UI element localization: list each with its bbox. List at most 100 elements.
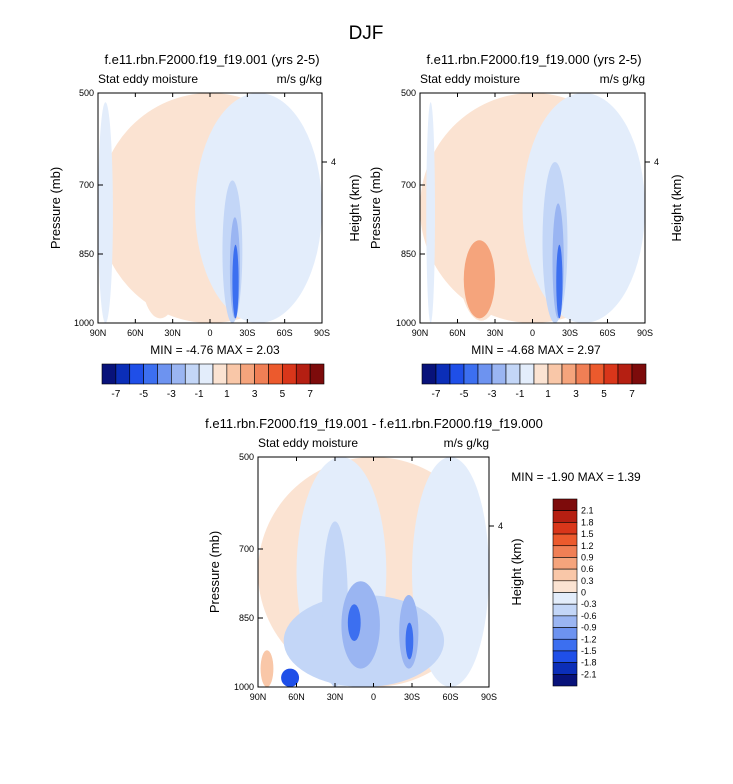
colorbar-swatch [552, 498, 578, 511]
x-tick-label: 30S [239, 328, 255, 338]
panel-bottom-difference: f.e11.rbn.F2000.f19_f19.001 - f.e11.rbn.… [205, 416, 641, 702]
x-tick-label: 0 [530, 328, 535, 338]
contour-region [98, 102, 113, 323]
x-tick-label: 30N [487, 328, 504, 338]
x-tick-label: 0 [207, 328, 212, 338]
colorbar-swatch [212, 363, 228, 385]
colorbar-swatch [171, 363, 186, 385]
colorbar-swatch [552, 627, 578, 640]
colorbar: -7 -5 -3 -1 1 3 5 7 [421, 363, 647, 400]
x-tick-label: 90S [481, 692, 497, 702]
colorbar: -7 -5 -3 -1 1 3 5 7 [101, 363, 325, 400]
panel-left-label: Stat eddy moisture [258, 436, 358, 450]
x-tick-label: 90N [412, 328, 429, 338]
panel-top-left: f.e11.rbn.F2000.f19_f19.001 (yrs 2-5) St… [48, 52, 362, 400]
colorbar-swatch [254, 363, 269, 385]
colorbar-label: 0.6 [581, 564, 594, 574]
colorbar-label: 0 [581, 588, 586, 598]
colorbar-label: 5 [280, 389, 286, 400]
colorbar-label: 3 [573, 389, 579, 400]
colorbar-swatch [552, 533, 578, 547]
contour-region [141, 231, 179, 319]
colorbar-swatch [491, 363, 507, 385]
x-tick-label: 60S [442, 692, 458, 702]
colorbar-swatch [552, 638, 578, 652]
colorbar-label: 1 [224, 389, 230, 400]
y-axis-label: Pressure (mb) [368, 167, 383, 249]
contour-region [260, 650, 274, 687]
x-tick-label: 90S [314, 328, 330, 338]
panel-right-label: m/s g/kg [277, 72, 322, 86]
colorbar-swatch [282, 363, 297, 385]
colorbar-swatch [552, 615, 578, 628]
min-max-label: MIN = -1.90 MAX = 1.39 [511, 470, 641, 484]
colorbar-swatch [129, 363, 144, 385]
colorbar-label: 1.8 [581, 517, 594, 527]
colorbar-label: -0.3 [581, 599, 597, 609]
colorbar-label: -1.5 [581, 646, 597, 656]
colorbar-label: 7 [629, 389, 635, 400]
y-tick-label: 500 [79, 88, 94, 98]
contour-region [322, 521, 348, 687]
x-tick-label: 0 [371, 692, 376, 702]
colorbar-swatch [477, 363, 493, 385]
x-tick-label: 60N [288, 692, 305, 702]
colorbar-label: 1 [545, 389, 551, 400]
colorbar-label: 1.5 [581, 529, 594, 539]
panel-title: f.e11.rbn.F2000.f19_f19.001 - f.e11.rbn.… [205, 416, 543, 431]
x-tick-label: 30N [327, 692, 344, 702]
y-tick-label: 500 [401, 88, 416, 98]
contour-region [281, 668, 300, 687]
colorbar-label: 0.9 [581, 552, 594, 562]
colorbar-swatch [617, 363, 633, 385]
colorbar: 2.11.8 1.5 1.20.9 0.6 0.3 0-0.3 -0.6 -0.9-1.2 -1… [552, 498, 597, 687]
colorbar-swatch [561, 363, 577, 385]
panel-left-label: Stat eddy moisture [420, 72, 520, 86]
contour-region [232, 244, 239, 319]
colorbar-swatch [101, 363, 117, 385]
colorbar-swatch [631, 363, 647, 385]
contour-region [463, 240, 495, 319]
colorbar-swatch [552, 674, 578, 687]
colorbar-swatch [552, 557, 578, 570]
colorbar-swatch [115, 363, 131, 385]
contour-region [405, 622, 414, 660]
y-tick-label: 700 [401, 180, 416, 190]
colorbar-swatch [463, 363, 479, 385]
y-tick-label: 1000 [74, 318, 94, 328]
colorbar-swatch [603, 363, 619, 385]
colorbar-swatch [309, 363, 325, 385]
plot-area: 90N 60N 30N 0 30S 60S 90S 500 700 850 1000 4 [234, 452, 503, 702]
colorbar-swatch [143, 363, 158, 385]
x-tick-label: 60N [449, 328, 466, 338]
colorbar-label: -0.6 [581, 611, 597, 621]
colorbar-swatch [552, 603, 578, 617]
y2-tick-label: 4 [498, 521, 503, 531]
panel-left-label: Stat eddy moisture [98, 72, 198, 86]
colorbar-swatch [552, 568, 578, 582]
colorbar-label: -1.8 [581, 658, 597, 668]
y-axis-label: Pressure (mb) [48, 167, 63, 249]
contour-region [347, 604, 361, 641]
colorbar-swatch [157, 363, 172, 385]
y-axis-label: Pressure (mb) [207, 531, 222, 613]
colorbar-label: 1.2 [581, 541, 594, 551]
colorbar-swatch [519, 363, 535, 385]
figure-title: DJF [349, 23, 384, 44]
x-tick-label: 90N [250, 692, 267, 702]
x-tick-label: 60N [127, 328, 144, 338]
y-tick-label: 500 [239, 452, 254, 462]
y2-tick-label: 4 [331, 157, 336, 167]
contour-region [522, 93, 645, 323]
panel-title: f.e11.rbn.F2000.f19_f19.000 (yrs 2-5) [426, 52, 641, 67]
colorbar-swatch [198, 363, 214, 385]
min-max-label: MIN = -4.68 MAX = 2.97 [471, 343, 601, 357]
min-max-label: MIN = -4.76 MAX = 2.03 [150, 343, 280, 357]
y-tick-label: 850 [239, 613, 254, 623]
colorbar-swatch [589, 363, 605, 385]
y2-axis-label: Height (km) [509, 538, 524, 605]
x-tick-label: 30S [404, 692, 420, 702]
y-tick-label: 1000 [234, 682, 254, 692]
colorbar-swatch [575, 363, 591, 385]
colorbar-label: 7 [307, 389, 313, 400]
